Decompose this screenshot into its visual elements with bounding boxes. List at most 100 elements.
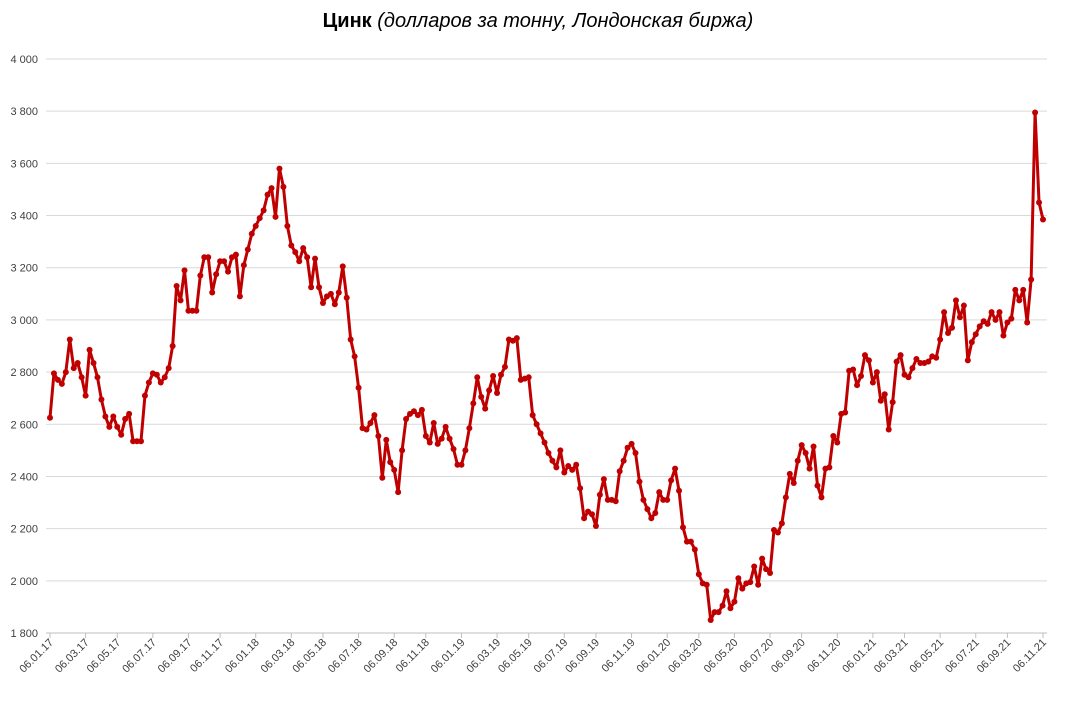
x-tick-label: 06.01.17 <box>17 637 56 676</box>
data-point <box>118 431 125 438</box>
data-point <box>438 435 445 442</box>
data-point <box>213 271 220 278</box>
data-point <box>956 314 963 321</box>
x-tick-label: 06.11.19 <box>599 637 637 675</box>
data-point <box>545 449 552 456</box>
data-point <box>790 479 797 486</box>
data-point <box>304 254 311 261</box>
y-tick-label: 1 800 <box>10 628 38 640</box>
y-tick-label: 3 200 <box>10 263 38 275</box>
x-tick-label: 06.11.17 <box>188 637 226 675</box>
data-point <box>869 379 876 386</box>
data-point <box>157 379 164 386</box>
data-point <box>482 405 489 412</box>
x-tick-label: 06.05.19 <box>496 637 535 676</box>
data-point <box>351 353 358 360</box>
data-point <box>153 371 160 378</box>
data-point <box>422 433 429 440</box>
data-point <box>70 365 77 372</box>
data-point <box>244 246 251 253</box>
data-point <box>145 379 152 386</box>
data-point <box>600 476 607 483</box>
data-point <box>553 464 560 471</box>
x-tick-label: 06.03.20 <box>666 637 705 676</box>
data-point <box>656 489 663 496</box>
data-point <box>470 400 477 407</box>
x-tick-label: 06.07.17 <box>120 637 159 676</box>
data-point <box>474 374 481 381</box>
x-tick-label: 06.11.18 <box>394 637 432 675</box>
data-point <box>759 555 766 562</box>
data-point <box>1036 199 1043 206</box>
chart-subtitle: (долларов за тонну, Лондонская биржа) <box>377 10 753 32</box>
data-point <box>695 571 702 578</box>
data-point <box>814 482 821 489</box>
data-point <box>122 416 129 423</box>
data-point <box>529 412 536 419</box>
data-point <box>945 329 952 336</box>
data-point <box>292 249 299 256</box>
y-tick-label: 2 200 <box>10 524 38 536</box>
data-point <box>363 426 370 433</box>
data-point <box>537 430 544 437</box>
data-point <box>885 426 892 433</box>
x-tick-label: 06.09.21 <box>975 637 1014 676</box>
x-tick-label: 06.09.20 <box>769 637 808 676</box>
data-point <box>854 382 861 389</box>
data-point <box>751 563 758 570</box>
data-point <box>1020 286 1027 293</box>
data-point <box>478 393 485 400</box>
data-point <box>312 255 319 262</box>
data-point <box>403 416 410 423</box>
data-point <box>996 309 1003 316</box>
data-point <box>735 575 742 582</box>
data-point <box>272 213 279 220</box>
data-point <box>82 392 89 399</box>
data-point <box>1004 319 1011 326</box>
data-point <box>818 494 825 501</box>
x-tick-label: 06.11.20 <box>805 637 843 675</box>
data-point <box>260 207 267 214</box>
data-point <box>672 465 679 472</box>
data-point <box>197 272 204 279</box>
data-point <box>810 443 817 450</box>
data-point <box>319 299 326 306</box>
x-tick-label: 06.01.18 <box>223 637 262 676</box>
data-point <box>1028 276 1035 283</box>
data-point <box>450 446 457 453</box>
data-point <box>327 290 334 297</box>
data-point <box>141 392 148 399</box>
data-point <box>577 485 584 492</box>
data-point <box>861 352 868 359</box>
data-point <box>794 457 801 464</box>
data-point <box>193 307 200 314</box>
data-point <box>905 374 912 381</box>
data-point <box>727 605 734 612</box>
data-point <box>858 373 865 380</box>
data-point <box>268 185 275 192</box>
data-point <box>691 546 698 553</box>
data-point <box>102 413 109 420</box>
data-point <box>624 444 631 451</box>
data-point <box>1016 297 1023 304</box>
data-point <box>256 215 263 222</box>
data-point <box>988 309 995 316</box>
data-point <box>264 191 271 198</box>
data-point <box>383 436 390 443</box>
data-point <box>592 523 599 530</box>
data-point <box>747 579 754 586</box>
data-point <box>834 439 841 446</box>
data-point <box>410 408 417 415</box>
data-point <box>367 419 374 426</box>
data-point <box>284 222 291 229</box>
data-point <box>347 336 354 343</box>
x-tick-label: 06.11.21 <box>1011 637 1049 675</box>
data-point <box>209 289 216 296</box>
data-point <box>960 302 967 309</box>
data-point <box>78 374 85 381</box>
data-point <box>881 391 888 398</box>
data-point <box>612 498 619 505</box>
data-point <box>731 598 738 605</box>
data-point <box>86 346 93 353</box>
data-point <box>525 374 532 381</box>
